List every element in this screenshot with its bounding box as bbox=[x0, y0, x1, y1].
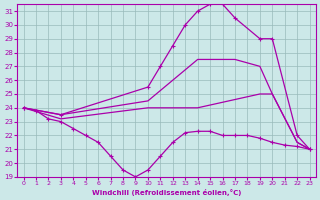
X-axis label: Windchill (Refroidissement éolien,°C): Windchill (Refroidissement éolien,°C) bbox=[92, 189, 241, 196]
